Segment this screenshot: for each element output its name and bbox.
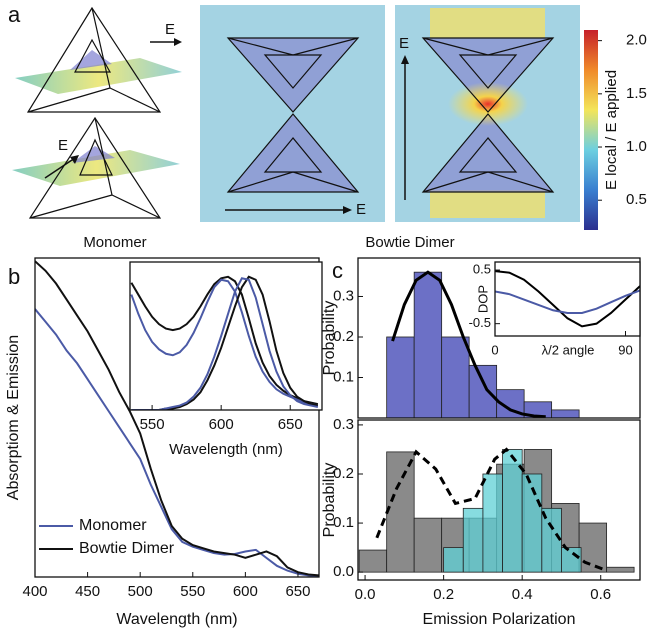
plot-area <box>358 447 635 573</box>
x-tick-label: 0.2 <box>433 586 454 603</box>
y-tick-label: 0.1 <box>333 368 354 385</box>
x-axis-label: Wavelength (nm) <box>169 441 283 458</box>
x-tick-label: 400 <box>22 583 47 600</box>
x-tick-label: 500 <box>128 583 153 600</box>
data-line <box>495 289 640 314</box>
histogram-bar <box>413 271 443 418</box>
histogram-bar <box>468 364 498 418</box>
field-label: E <box>399 35 409 52</box>
y-tick-label: 0.2 <box>333 328 354 345</box>
chart: 0.0 0.2 0.4 0.6 0.0 0.1 0.2 0.3 Emission Polariz… <box>321 416 641 628</box>
x-tick-label: 0.0 <box>355 586 376 603</box>
histogram-bar <box>443 547 464 573</box>
field-label: E <box>165 21 175 38</box>
legend-label: Bowtie Dimer <box>79 540 175 557</box>
frame <box>494 261 641 337</box>
histogram-bar <box>482 473 503 573</box>
data-line <box>130 278 319 407</box>
caption: Bowtie Dimer <box>365 234 454 251</box>
frame <box>129 261 323 411</box>
colorbar-tick-label: 1.5 <box>626 85 647 102</box>
x-tick-label: 0 <box>491 342 498 357</box>
histogram-bar <box>502 449 523 573</box>
data-line <box>35 260 319 577</box>
y-axis-label: DOP <box>475 285 490 313</box>
x-tick-label: 0.4 <box>512 586 533 603</box>
y-axis-label: Probability <box>321 463 338 538</box>
histogram-bar <box>386 336 415 418</box>
x-tick-label: 550 <box>180 583 205 600</box>
y-tick-label: 0.2 <box>333 465 354 482</box>
panel-label: b <box>8 264 20 289</box>
y-tick-label: 0.3 <box>333 287 354 304</box>
x-tick-label: 600 <box>233 583 258 600</box>
histogram-bar <box>462 507 484 573</box>
field-label: E <box>58 137 68 154</box>
y-axis-label: Probability <box>321 301 338 376</box>
x-axis-label: λ/2 angle <box>542 342 595 357</box>
monomer-render <box>12 6 182 219</box>
dimer-render-y <box>395 5 580 222</box>
frame <box>34 257 320 578</box>
y-tick-label: 0.0 <box>333 563 354 580</box>
colorbar-tick-label: 0.5 <box>626 191 647 208</box>
colorbar-tick-label: 1.0 <box>626 138 647 155</box>
x-axis-label: Emission Polarization <box>423 611 576 628</box>
data-line <box>391 270 546 418</box>
x-tick-label: 650 <box>285 583 310 600</box>
data-line <box>130 275 319 406</box>
histogram-bar <box>358 549 388 573</box>
data-line <box>35 308 319 577</box>
data-line <box>495 270 640 328</box>
histogram-bar <box>578 522 608 573</box>
x-tick-label: 0.6 <box>590 586 611 603</box>
x-axis-label: Wavelength (nm) <box>116 611 237 628</box>
histogram-bar <box>561 547 582 573</box>
panel-label: a <box>8 2 21 27</box>
x-tick-label: 600 <box>209 416 234 433</box>
plot-area <box>495 270 640 328</box>
frame <box>357 257 641 419</box>
histogram-bar <box>606 566 635 573</box>
x-tick-label: 90 <box>618 342 632 357</box>
histogram-bar <box>386 451 415 573</box>
histogram-bar <box>441 336 470 418</box>
y-tick-label: 0.1 <box>333 514 354 531</box>
plot-area <box>35 260 319 577</box>
data-line <box>375 447 606 572</box>
plot-area <box>130 275 319 410</box>
data-line <box>131 277 319 410</box>
chart: 550 600 650 Wavelength (nm) <box>129 261 323 458</box>
histogram-bar <box>541 507 562 573</box>
colorbar-tick-label: 2.0 <box>626 32 647 49</box>
y-tick-label: 0.3 <box>333 416 354 433</box>
x-tick-label: 450 <box>75 583 100 600</box>
histogram-bar <box>551 409 580 418</box>
x-tick-label: 550 <box>140 416 165 433</box>
histogram-bar <box>413 517 443 573</box>
y-axis-label: Absorptiom & Emission <box>5 335 22 500</box>
legend-label: Monomer <box>79 517 147 534</box>
field-label: E <box>356 201 366 218</box>
chart: 400 450 500 550 600 650 Wavelength (nm) Absorpt… <box>5 257 320 628</box>
dimer-render-x <box>200 5 385 222</box>
colorbar-label: E local / E applied <box>603 70 620 190</box>
caption: Monomer <box>83 234 146 251</box>
x-tick-label: 650 <box>278 416 303 433</box>
y-tick-label: 0.5 <box>473 261 491 276</box>
panel-label: c <box>332 258 343 283</box>
y-tick-label: -0.5 <box>469 315 491 330</box>
plot-area <box>386 270 580 418</box>
frame <box>357 419 641 581</box>
chart: 0 90 0.5 -0.5 λ/2 angle DOP <box>469 261 641 357</box>
colorbar <box>584 30 598 230</box>
